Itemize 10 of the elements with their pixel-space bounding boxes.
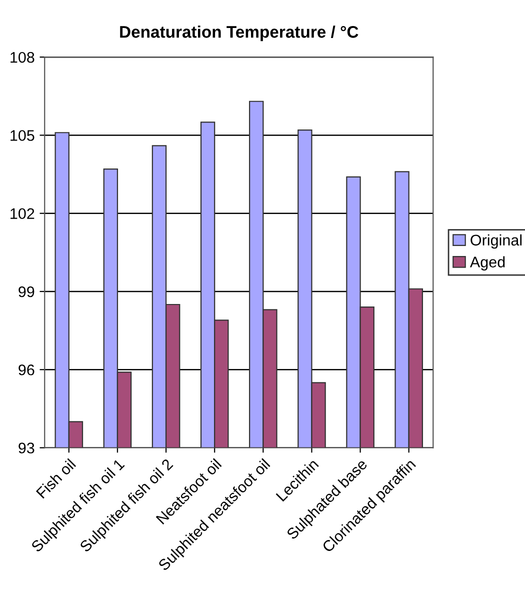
y-tick-label: 96	[18, 364, 34, 376]
chart-title: Denaturation Temperature / °C	[120, 26, 358, 42]
y-tick-label: 105	[10, 130, 34, 141]
y-tick-label: 108	[10, 52, 34, 63]
y-tick-label: 102	[10, 208, 34, 220]
y-tick-label: 93	[18, 442, 34, 454]
y-tick-label: 99	[18, 286, 34, 298]
legend-label: Aged	[470, 256, 505, 270]
legend-label: Original	[470, 234, 522, 249]
x-tick-label: Fish oil	[36, 458, 76, 499]
